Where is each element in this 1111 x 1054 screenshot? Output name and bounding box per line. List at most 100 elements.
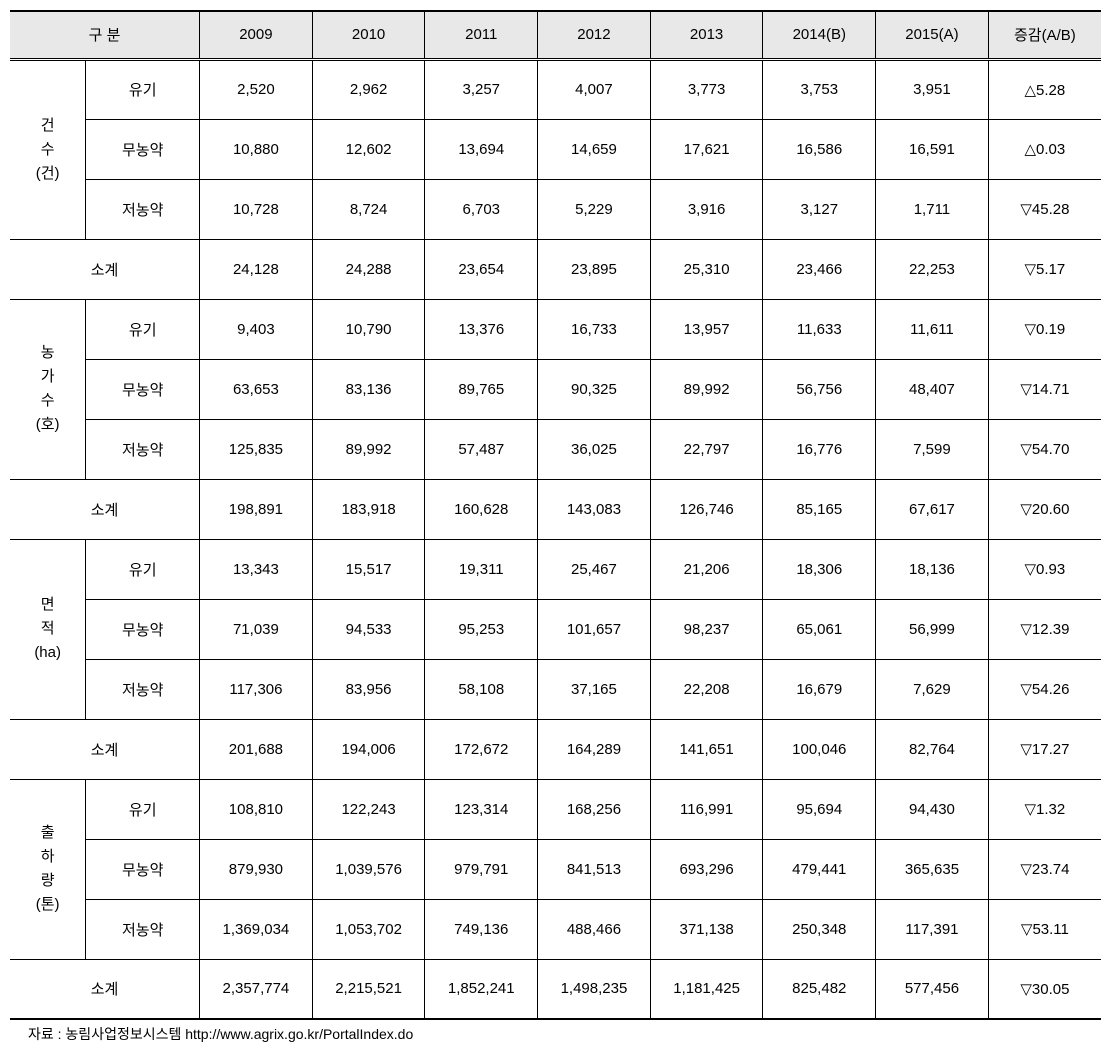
data-cell: 3,257 [425, 59, 538, 119]
header-2013: 2013 [650, 11, 763, 59]
data-cell: 57,487 [425, 419, 538, 479]
data-cell: 56,756 [763, 359, 876, 419]
data-cell: 168,256 [538, 779, 651, 839]
data-cell: 18,136 [876, 539, 989, 599]
data-cell: 19,311 [425, 539, 538, 599]
data-cell: 94,533 [312, 599, 425, 659]
data-cell: ▽17.27 [988, 719, 1101, 779]
table-row: 농가수(호)유기9,40310,79013,37616,73313,95711,… [10, 299, 1101, 359]
group-label-line: 면 [10, 593, 85, 617]
data-cell: 16,733 [538, 299, 651, 359]
data-cell: 48,407 [876, 359, 989, 419]
subtotal-label: 소계 [10, 959, 200, 1019]
data-cell: 164,289 [538, 719, 651, 779]
subcategory-label: 무농약 [86, 839, 200, 899]
data-cell: 13,376 [425, 299, 538, 359]
source-note: 자료 : 농림사업정보시스템 http://www.agrix.go.kr/Po… [10, 1020, 1101, 1044]
data-cell: ▽14.71 [988, 359, 1101, 419]
data-cell: 24,288 [312, 239, 425, 299]
subcategory-label: 저농약 [86, 419, 200, 479]
data-cell: 2,215,521 [312, 959, 425, 1019]
data-cell: 63,653 [200, 359, 313, 419]
table-row: 건수(건)유기2,5202,9623,2574,0073,7733,7533,9… [10, 59, 1101, 119]
data-cell: 71,039 [200, 599, 313, 659]
data-cell: 56,999 [876, 599, 989, 659]
data-cell: 172,672 [425, 719, 538, 779]
data-cell: 67,617 [876, 479, 989, 539]
data-cell: 3,916 [650, 179, 763, 239]
data-cell: 7,629 [876, 659, 989, 719]
data-cell: 143,083 [538, 479, 651, 539]
data-cell: 183,918 [312, 479, 425, 539]
data-cell: 4,007 [538, 59, 651, 119]
group-label-line: 수 [10, 138, 85, 162]
data-cell: 89,992 [312, 419, 425, 479]
data-cell: 201,688 [200, 719, 313, 779]
data-cell: 250,348 [763, 899, 876, 959]
data-cell: 17,621 [650, 119, 763, 179]
table-row: 무농약63,65383,13689,76590,32589,99256,7564… [10, 359, 1101, 419]
data-cell: 371,138 [650, 899, 763, 959]
data-cell: 125,835 [200, 419, 313, 479]
data-cell: ▽45.28 [988, 179, 1101, 239]
group-label-line: 건 [10, 114, 85, 138]
data-cell: 693,296 [650, 839, 763, 899]
data-cell: 1,369,034 [200, 899, 313, 959]
group-label-line: (건) [10, 162, 85, 186]
data-cell: 25,310 [650, 239, 763, 299]
data-cell: 85,165 [763, 479, 876, 539]
data-cell: 141,651 [650, 719, 763, 779]
data-cell: ▽0.93 [988, 539, 1101, 599]
data-cell: 6,703 [425, 179, 538, 239]
group-label-line: 가 [10, 365, 85, 389]
data-cell: 89,992 [650, 359, 763, 419]
group-label-line: 적 [10, 617, 85, 641]
group-label: 농가수(호) [10, 299, 86, 479]
data-cell: 1,053,702 [312, 899, 425, 959]
data-table: 구 분 2009 2010 2011 2012 2013 2014(B) 201… [10, 10, 1101, 1020]
data-cell: 841,513 [538, 839, 651, 899]
header-2010: 2010 [312, 11, 425, 59]
data-cell: 1,711 [876, 179, 989, 239]
data-cell: 2,962 [312, 59, 425, 119]
data-cell: 11,611 [876, 299, 989, 359]
data-cell: 16,776 [763, 419, 876, 479]
data-cell: 123,314 [425, 779, 538, 839]
data-cell: 13,694 [425, 119, 538, 179]
subtotal-label: 소계 [10, 239, 200, 299]
data-cell: 15,517 [312, 539, 425, 599]
subcategory-label: 무농약 [86, 599, 200, 659]
data-cell: 488,466 [538, 899, 651, 959]
data-cell: 22,253 [876, 239, 989, 299]
table-row: 저농약10,7288,7246,7035,2293,9163,1271,711▽… [10, 179, 1101, 239]
data-cell: 479,441 [763, 839, 876, 899]
group-label: 건수(건) [10, 59, 86, 239]
data-cell: 1,181,425 [650, 959, 763, 1019]
subcategory-label: 유기 [86, 299, 200, 359]
header-2014: 2014(B) [763, 11, 876, 59]
subcategory-label: 유기 [86, 539, 200, 599]
group-label-line: 량 [10, 869, 85, 893]
header-2009: 2009 [200, 11, 313, 59]
data-cell: 1,498,235 [538, 959, 651, 1019]
data-cell: 3,753 [763, 59, 876, 119]
data-cell: ▽54.70 [988, 419, 1101, 479]
data-cell: 101,657 [538, 599, 651, 659]
data-cell: 1,852,241 [425, 959, 538, 1019]
data-cell: ▽23.74 [988, 839, 1101, 899]
data-cell: 21,206 [650, 539, 763, 599]
data-cell: 16,586 [763, 119, 876, 179]
data-cell: 160,628 [425, 479, 538, 539]
data-cell: 18,306 [763, 539, 876, 599]
data-cell: 2,357,774 [200, 959, 313, 1019]
data-cell: 23,466 [763, 239, 876, 299]
group-label-line: 출 [10, 821, 85, 845]
data-cell: 89,765 [425, 359, 538, 419]
data-cell: 22,797 [650, 419, 763, 479]
subtotal-label: 소계 [10, 719, 200, 779]
table-row: 소계2,357,7742,215,5211,852,2411,498,2351,… [10, 959, 1101, 1019]
data-cell: 117,391 [876, 899, 989, 959]
table-row: 소계198,891183,918160,628143,083126,74685,… [10, 479, 1101, 539]
header-change: 증감(A/B) [988, 11, 1101, 59]
header-category: 구 분 [10, 11, 200, 59]
